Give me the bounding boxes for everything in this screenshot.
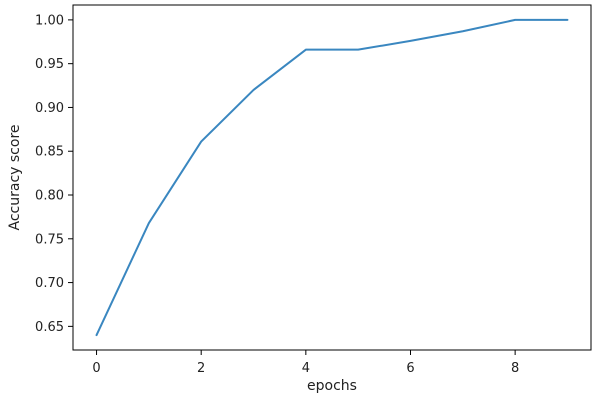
plot-area <box>95 18 569 337</box>
y-tick-label: 0.95 <box>35 57 64 72</box>
y-tick-label: 0.65 <box>35 320 64 335</box>
y-tick-label: 0.85 <box>35 145 64 160</box>
y-tick-label: 1.00 <box>35 13 64 28</box>
series-line-0 <box>95 18 569 337</box>
x-tick-label: 4 <box>302 361 310 376</box>
x-tick-label: 6 <box>406 361 414 376</box>
x-tick-label: 8 <box>511 361 519 376</box>
x-tick-label: 2 <box>197 361 205 376</box>
x-tick-label: 0 <box>92 361 100 376</box>
plot-frame <box>72 4 592 351</box>
y-tick-label: 0.80 <box>35 189 64 204</box>
y-tick-label: 0.70 <box>35 276 64 291</box>
x-axis-label: epochs <box>307 378 357 394</box>
axis-ticks: 0 2 4 6 8 0.65 0.70 0.75 0.80 0.85 0.90 0.95 1.00 <box>35 13 519 376</box>
y-tick-label: 0.90 <box>35 101 64 116</box>
y-axis-label: Accuracy score <box>7 125 23 231</box>
y-tick-label: 0.75 <box>35 232 64 247</box>
